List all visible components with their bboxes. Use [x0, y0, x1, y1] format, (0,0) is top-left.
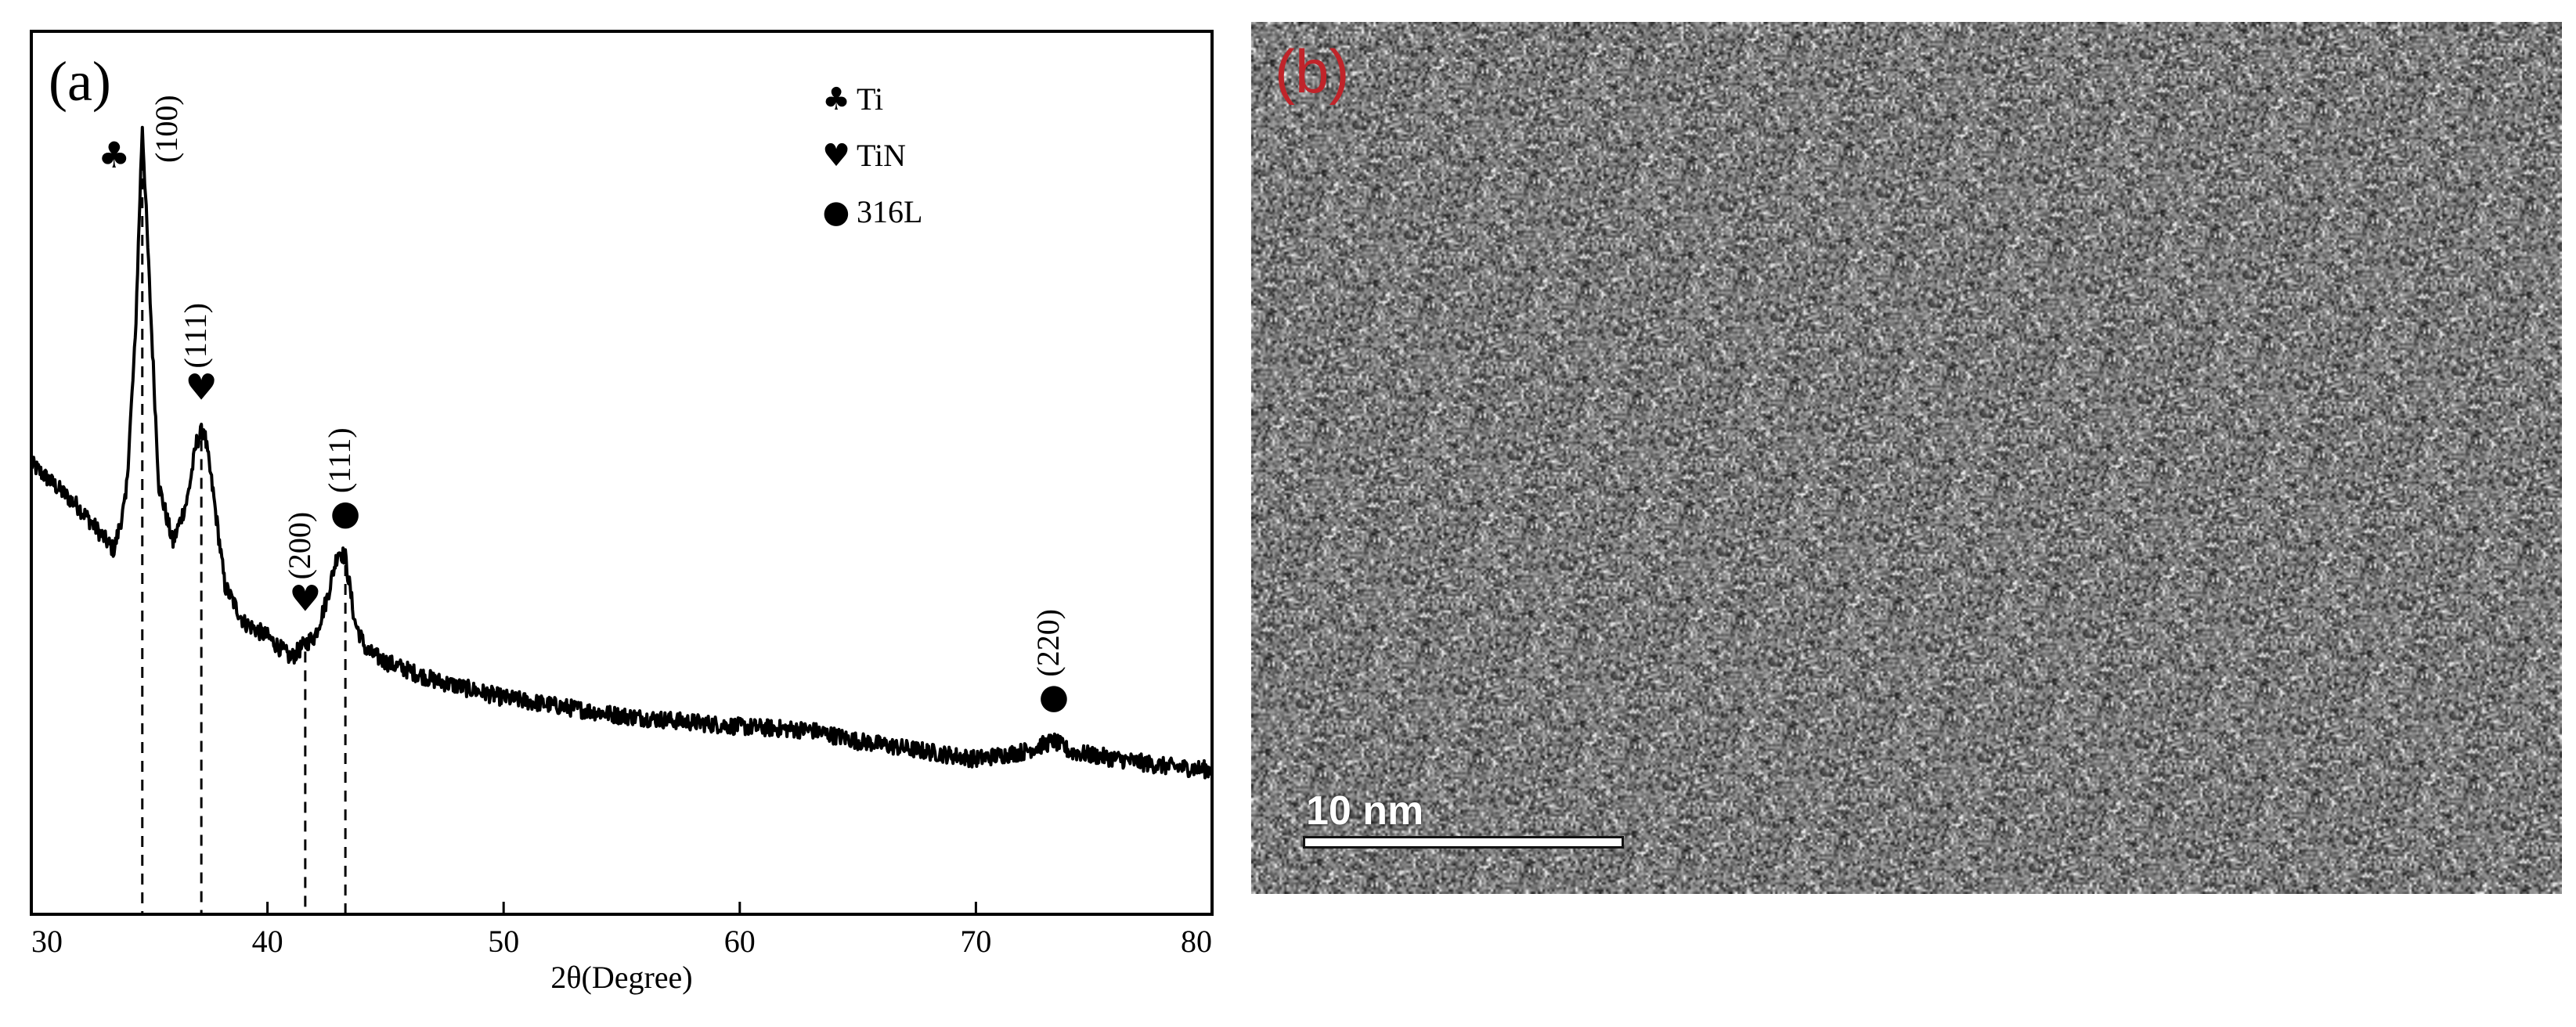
- legend: ♣ Ti♥ TiN● 316L: [822, 81, 922, 230]
- peak-symbol: ♥: [186, 366, 218, 409]
- x-axis-label: 2θ(Degree): [550, 960, 692, 995]
- xrd-chart: 30 40 50 60 70 80 ♣ (100)♥(111)♥(200) ●(111)●(2…: [30, 30, 1214, 995]
- x-tick-label: 50: [488, 924, 519, 959]
- peak-symbol: ●: [330, 493, 360, 533]
- peak-hkl-label: (111): [322, 427, 357, 493]
- tem-micrograph: [1251, 22, 2562, 894]
- peak-symbol: ●: [1039, 677, 1069, 717]
- heart-icon: ♥: [822, 138, 850, 174]
- scale-bar-label: 10 nm: [1306, 788, 1424, 834]
- x-tick-label: 80: [1181, 924, 1212, 959]
- tem-image-panel: (b) 10 nm: [1251, 22, 2562, 894]
- legend-label: 316L: [857, 194, 922, 229]
- xrd-chart-panel: 30 40 50 60 70 80 ♣ (100) ♥ (111) ♥ (200) ● (111) ● (2…: [0, 0, 1245, 1027]
- legend-label: Ti: [857, 81, 883, 117]
- plot-frame: [30, 30, 1214, 916]
- panel-label-b: (b): [1275, 37, 1350, 106]
- panel-label-a: (a): [49, 50, 111, 113]
- x-tick-label: 30: [31, 924, 63, 959]
- peak-symbol: ♥: [289, 577, 321, 619]
- peak-hkl-label: (220): [1030, 609, 1066, 677]
- x-axis-ticks: 30 40 50 60 70 80: [30, 902, 1214, 959]
- peak-reference-lines: [141, 141, 347, 914]
- peak-hkl-label: (111): [178, 303, 213, 369]
- peak-hkl-label: (200): [282, 512, 317, 580]
- peak-hkl-label: (100): [149, 95, 184, 163]
- club-icon: ♣: [822, 81, 850, 117]
- scale-bar: [1303, 836, 1624, 849]
- x-tick-label: 60: [724, 924, 756, 959]
- xrd-curve: [30, 125, 1214, 780]
- peak-symbol: ♣: [98, 134, 130, 176]
- x-tick-label: 40: [252, 924, 283, 959]
- peak-annotations: ♣ (100)♥(111)♥(200) ●(111)●(220): [98, 95, 1069, 716]
- x-tick-label: 70: [960, 924, 991, 959]
- circle-icon: ●: [823, 194, 850, 230]
- legend-label: TiN: [857, 138, 906, 173]
